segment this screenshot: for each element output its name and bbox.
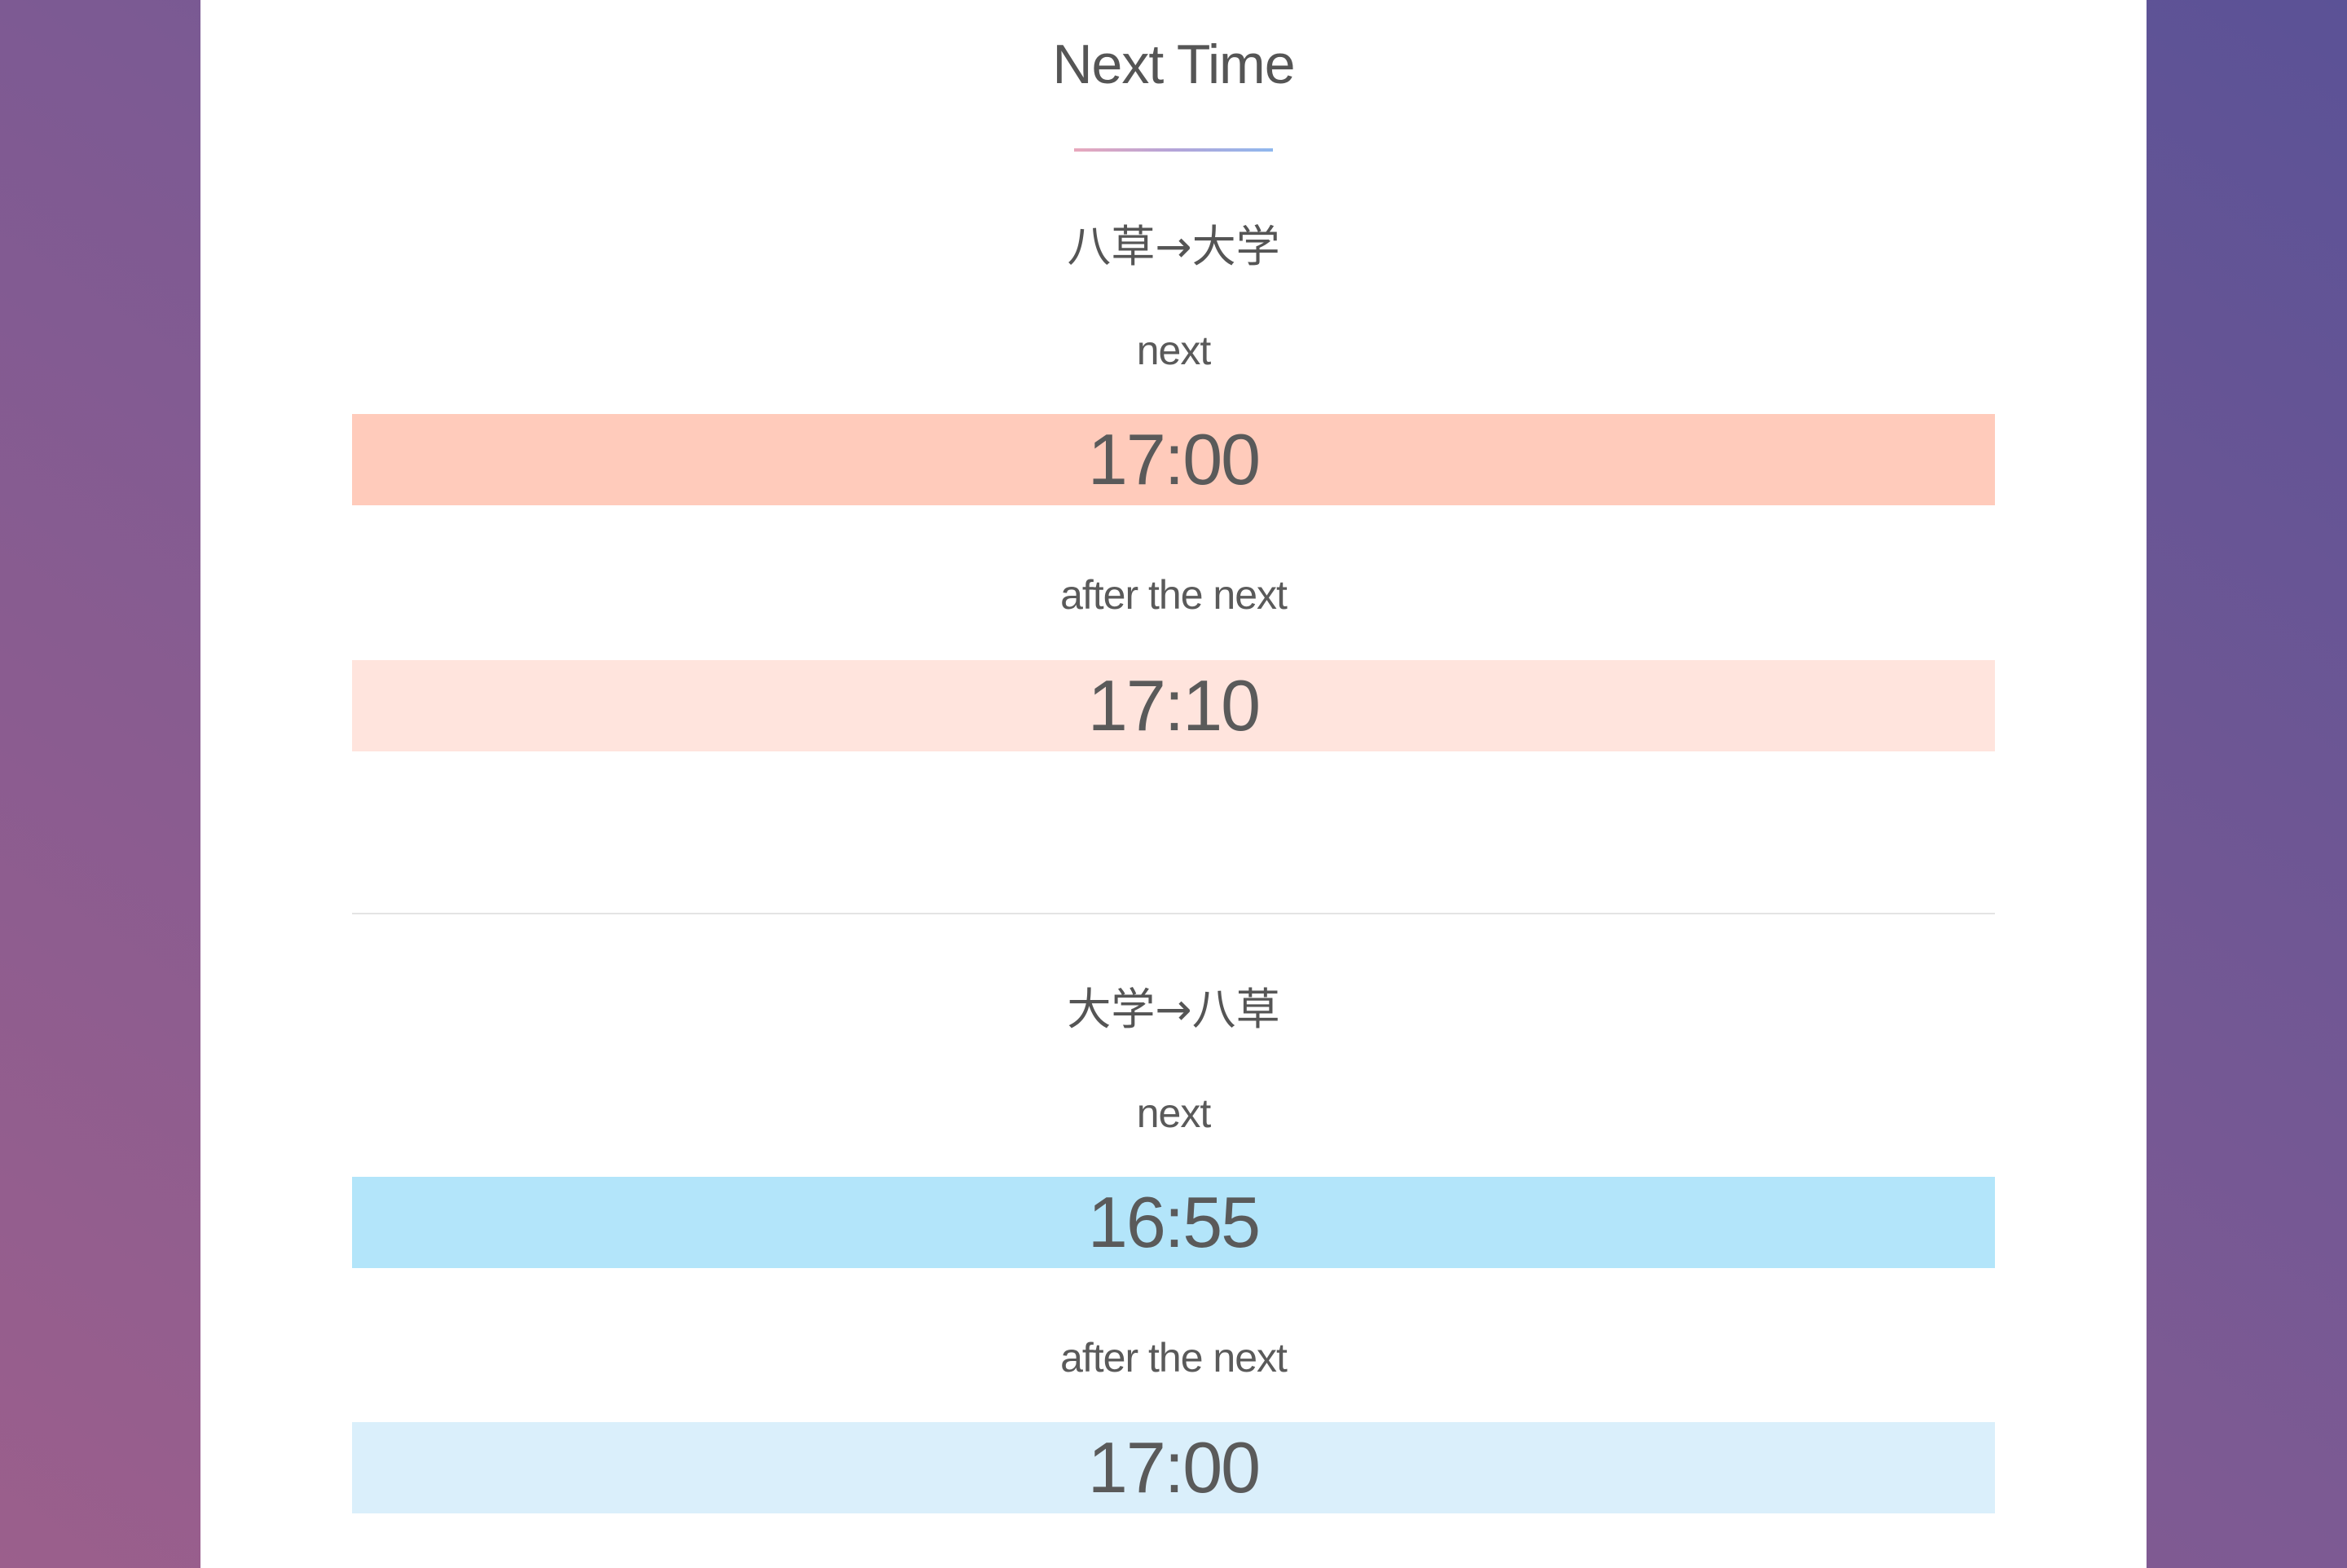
next-time-bar: 16:55: [352, 1177, 1995, 1268]
main-card: Next Time 八草→大学 next 17:00 after the nex…: [200, 0, 2147, 1568]
after-the-next-time-bar: 17:00: [352, 1422, 1995, 1513]
after-the-next-label: after the next: [1060, 572, 1288, 618]
title-underline: [1074, 148, 1273, 152]
route-section-university-to-hakusa: 大学→八草 next 16:55 after the next 17:00: [200, 763, 2147, 1513]
route-section-hakusa-to-university: 八草→大学 next 17:00 after the next 17:10: [200, 0, 2147, 751]
section-divider: [352, 913, 1995, 914]
after-the-next-label: after the next: [1060, 1335, 1288, 1381]
page-title: Next Time: [1052, 33, 1295, 95]
after-the-next-time-bar: 17:10: [352, 660, 1995, 751]
route-title: 大学→八草: [1067, 984, 1280, 1035]
next-time-bar: 17:00: [352, 414, 1995, 505]
route-title: 八草→大学: [1067, 221, 1280, 272]
next-label: next: [1136, 328, 1212, 373]
next-label: next: [1136, 1090, 1212, 1136]
